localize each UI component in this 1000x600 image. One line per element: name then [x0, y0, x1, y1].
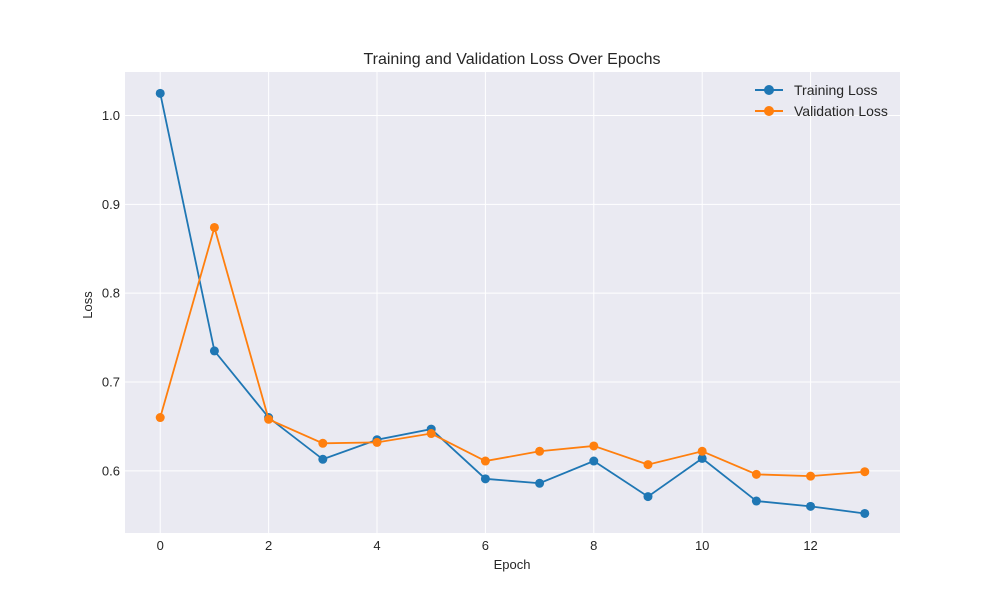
- legend-marker-training-loss: [764, 85, 774, 95]
- data-point-validation-loss: [318, 438, 328, 448]
- data-point-training-loss: [535, 478, 545, 488]
- legend: Training Loss Validation Loss: [755, 82, 888, 119]
- x-tick-label: 2: [265, 538, 272, 553]
- data-point-validation-loss: [697, 446, 707, 456]
- y-tick-label: 1.0: [102, 108, 120, 123]
- x-tick-label: 0: [157, 538, 164, 553]
- data-point-validation-loss: [480, 456, 490, 466]
- legend-label-training-loss: Training Loss: [794, 82, 878, 98]
- y-tick-label: 0.9: [102, 197, 120, 212]
- x-tick-label: 8: [590, 538, 597, 553]
- y-axis-ticks: 0.6 0.7 0.8 0.9 1.0: [102, 108, 120, 478]
- x-axis-label: Epoch: [494, 557, 531, 572]
- data-point-training-loss: [860, 508, 870, 518]
- y-axis-label: Loss: [80, 291, 95, 319]
- data-point-validation-loss: [372, 437, 382, 447]
- data-point-training-loss: [209, 346, 219, 356]
- data-point-validation-loss: [209, 222, 219, 232]
- data-point-validation-loss: [806, 471, 816, 481]
- grid: [125, 72, 900, 533]
- data-point-training-loss: [155, 88, 165, 98]
- plot-area: [125, 72, 900, 533]
- data-point-training-loss: [643, 492, 653, 502]
- data-point-validation-loss: [535, 446, 545, 456]
- data-point-validation-loss: [643, 460, 653, 470]
- y-tick-label: 0.8: [102, 286, 120, 301]
- y-tick-label: 0.6: [102, 463, 120, 478]
- legend-marker-validation-loss: [764, 106, 774, 116]
- data-point-validation-loss: [860, 467, 870, 477]
- legend-label-validation-loss: Validation Loss: [794, 103, 888, 119]
- series-layer: [155, 88, 870, 518]
- data-point-training-loss: [751, 496, 761, 506]
- x-tick-label: 4: [373, 538, 380, 553]
- chart-title: Training and Validation Loss Over Epochs: [363, 51, 660, 68]
- data-point-training-loss: [806, 501, 816, 511]
- data-point-training-loss: [589, 456, 599, 466]
- x-tick-label: 12: [803, 538, 817, 553]
- legend-entry-validation-loss: Validation Loss: [755, 103, 888, 119]
- y-tick-label: 0.7: [102, 374, 120, 389]
- x-tick-label: 10: [695, 538, 709, 553]
- x-axis-ticks: 0 2 4 6 8 10 12: [157, 538, 818, 553]
- data-point-validation-loss: [426, 429, 436, 439]
- data-point-training-loss: [480, 474, 490, 484]
- data-point-validation-loss: [751, 469, 761, 479]
- data-point-validation-loss: [155, 413, 165, 423]
- data-point-training-loss: [697, 453, 707, 463]
- data-point-validation-loss: [589, 441, 599, 451]
- data-point-validation-loss: [264, 414, 274, 424]
- series-line-validation-loss: [159, 224, 865, 478]
- x-tick-label: 6: [482, 538, 489, 553]
- legend-entry-training-loss: Training Loss: [755, 82, 878, 98]
- series-line-training-loss: [159, 93, 865, 515]
- data-point-training-loss: [318, 454, 328, 464]
